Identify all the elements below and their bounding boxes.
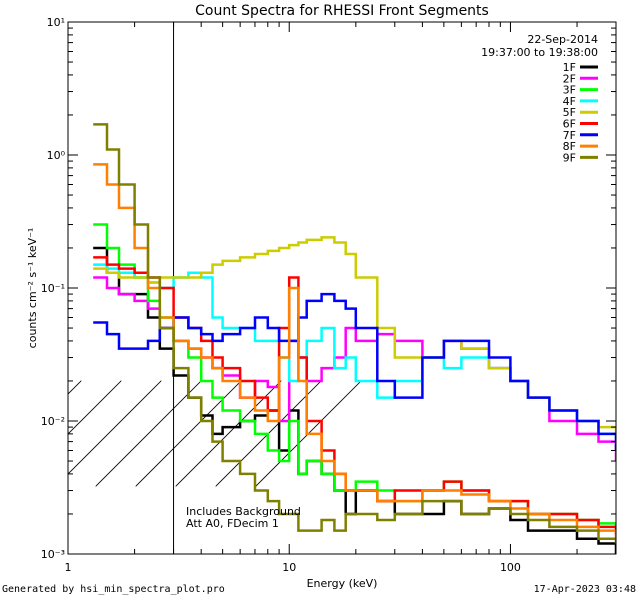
y-tick-label: 10⁰ bbox=[47, 149, 66, 162]
plot-date: 22-Sep-2014 bbox=[527, 33, 598, 46]
footer-generated-by: Generated by hsi_min_spectra_plot.pro bbox=[2, 584, 225, 595]
x-tick-label: 1 bbox=[65, 561, 72, 574]
annotation-attenuator: Att A0, FDecim 1 bbox=[186, 517, 279, 530]
plot-time-range: 19:37:00 to 19:38:00 bbox=[481, 46, 598, 59]
legend-label-8F: 8F bbox=[563, 140, 576, 153]
legend-label-9F: 9F bbox=[563, 151, 576, 164]
y-tick-label: 10⁻¹ bbox=[41, 282, 65, 295]
legend-label-7F: 7F bbox=[563, 129, 576, 142]
hatch-line bbox=[0, 22, 160, 554]
y-axis-label: counts cm⁻² s⁻¹ keV⁻¹ bbox=[26, 228, 39, 349]
series-line-9F bbox=[93, 123, 616, 544]
x-tick-label: 100 bbox=[500, 561, 521, 574]
series-layer bbox=[93, 123, 616, 554]
series-line-1F bbox=[93, 246, 616, 554]
legend-label-3F: 3F bbox=[563, 84, 576, 97]
annotation-background: Includes Background bbox=[186, 505, 301, 518]
chart-title: Count Spectra for RHESSI Front Segments bbox=[195, 3, 489, 19]
legend-label-5F: 5F bbox=[563, 106, 576, 119]
x-tick-label: 10 bbox=[282, 561, 296, 574]
series-line-4F bbox=[93, 263, 616, 442]
y-tick-label: 10⁻² bbox=[41, 415, 65, 428]
hatch-line bbox=[0, 22, 440, 554]
legend-label-4F: 4F bbox=[563, 95, 576, 108]
legend-label-6F: 6F bbox=[563, 118, 576, 131]
series-line-8F bbox=[93, 163, 616, 539]
legend-label-1F: 1F bbox=[563, 61, 576, 74]
y-tick-label: 10⁻³ bbox=[41, 548, 65, 561]
hatch-line bbox=[108, 22, 640, 554]
hatched-region bbox=[0, 22, 640, 554]
legend-label-2F: 2F bbox=[563, 72, 576, 85]
axes-layer: 1 10 100 10⁻³ 10⁻² 10⁻¹ 10⁰ 10¹ bbox=[41, 16, 617, 574]
x-axis-label: Energy (keV) bbox=[307, 577, 378, 590]
footer-timestamp: 17-Apr-2023 03:48 bbox=[533, 584, 636, 595]
y-tick-label: 10¹ bbox=[47, 16, 65, 29]
